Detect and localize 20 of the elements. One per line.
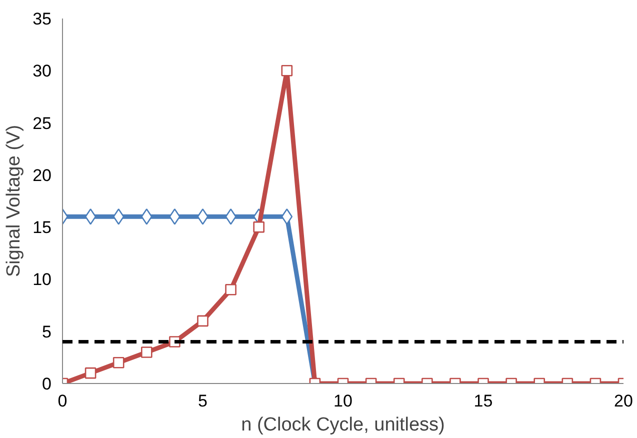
point: [225, 284, 236, 296]
y-tick-label: 10: [32, 270, 52, 290]
point: [112, 208, 124, 225]
y-tick-label: 35: [32, 10, 52, 28]
x-tick-label: 15: [474, 392, 493, 410]
y-tick-label: 5: [42, 322, 52, 342]
x-axis-title: n (Clock Cycle, unitless): [241, 414, 445, 436]
y-tick-label: 0: [42, 374, 52, 394]
y-tick-label: 15: [32, 218, 52, 238]
x-tick-label: 5: [198, 392, 208, 410]
y-tick-label: 30: [32, 62, 52, 81]
x-tick-label: 20: [614, 392, 633, 410]
y-tick-label: 20: [32, 166, 52, 185]
x-tick-label: 10: [334, 392, 352, 410]
point: [253, 221, 264, 233]
x-tick-label: 0: [58, 392, 68, 410]
y-axis-title: Signal Voltage (V): [4, 124, 25, 278]
point: [84, 208, 96, 225]
point: [281, 208, 293, 225]
y-tick-label: 25: [32, 114, 52, 133]
